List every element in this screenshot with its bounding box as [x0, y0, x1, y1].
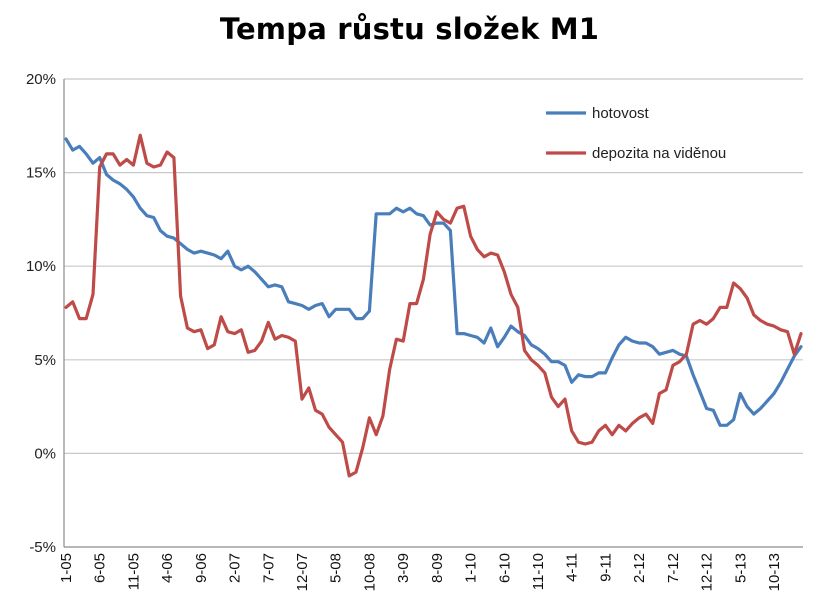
x-tick-label: 1-10 [463, 553, 480, 583]
y-tick-label: 5% [34, 352, 56, 369]
x-tick-label: 7-12 [665, 553, 682, 583]
x-tick-label: 5-13 [732, 553, 749, 583]
y-tick-label: 10% [26, 258, 56, 275]
x-tick-label: 7-07 [260, 553, 277, 583]
x-tick-label: 9-06 [193, 553, 210, 583]
x-tick-label: 11-10 [530, 553, 547, 590]
series-lines [64, 133, 803, 478]
x-tick-label: 5-08 [328, 553, 345, 583]
y-tick-label: 15% [26, 165, 56, 182]
chart-title: Tempa růstu složek M1 [219, 12, 600, 46]
x-tick-label: 1-05 [58, 553, 75, 583]
y-tick-label: 0% [34, 445, 56, 462]
x-tick-label: 2-07 [227, 553, 244, 583]
x-tick-label: 8-09 [429, 553, 446, 583]
x-tick-label: 9-11 [597, 553, 614, 582]
x-tick-label: 12-07 [294, 553, 311, 591]
legend-label: depozita na viděnou [592, 145, 726, 162]
y-tick-label: 20% [26, 71, 56, 88]
legend-label: hotovost [592, 105, 650, 122]
x-tick-label: 10-13 [766, 553, 783, 591]
x-tick-label: 10-08 [361, 553, 378, 591]
x-tick-label: 12-12 [699, 553, 716, 591]
x-tick-label: 4-11 [564, 553, 581, 582]
x-tick-label: 3-09 [395, 553, 412, 583]
x-tick-label: 6-05 [92, 553, 109, 583]
x-tick-label: 2-12 [631, 553, 648, 583]
axes: -5% 0% 5% 10% 15% 20% 1-05 6-05 11-05 4-06 9-06 2-0… [26, 71, 803, 591]
gridlines [64, 78, 803, 454]
y-tick-label: -5% [29, 539, 56, 556]
x-tick-label: 4-06 [159, 553, 176, 583]
x-tick-label: 6-10 [496, 553, 513, 583]
series-line-depozita [64, 133, 803, 478]
x-tick-label: 11-05 [125, 553, 142, 590]
legend: hotovost depozita na viděnou [546, 105, 726, 162]
